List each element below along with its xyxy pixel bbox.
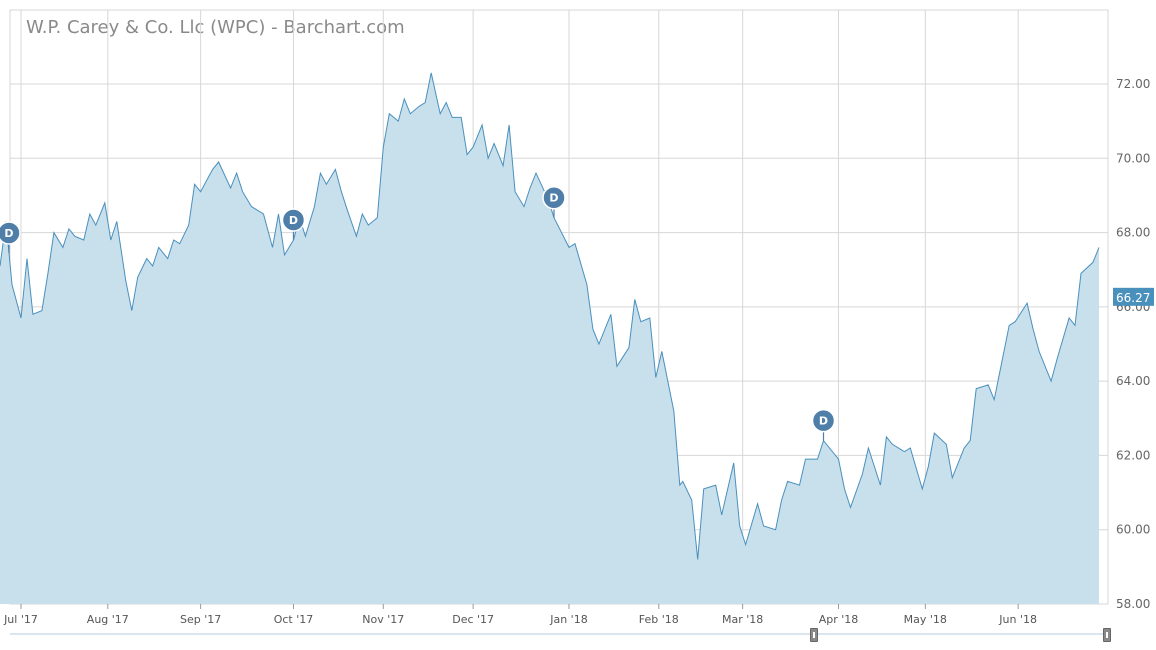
x-tick-label: Aug '17 [87, 613, 129, 626]
price-area-fill [0, 72, 1099, 604]
x-tick-label: Mar '18 [722, 613, 763, 626]
dividend-marker[interactable]: D [542, 185, 566, 218]
y-tick-label: 72.00 [1116, 77, 1150, 91]
dividend-marker-label: D [289, 214, 298, 227]
dividend-marker[interactable]: D [281, 208, 306, 240]
y-tick-label: 62.00 [1116, 448, 1150, 462]
dividend-marker-circle[interactable] [811, 408, 836, 433]
dividend-marker-label: D [4, 227, 13, 240]
dividend-marker-label: D [819, 415, 828, 428]
area-layer [0, 72, 1100, 604]
x-tick-label: May '18 [904, 613, 947, 626]
navigator-handle-right[interactable] [1103, 628, 1111, 642]
x-tick-label: Jun '18 [998, 613, 1037, 626]
y-tick-label: 64.00 [1116, 374, 1150, 388]
chart-title: W.P. Carey & Co. Llc (WPC) - Barchart.co… [26, 17, 405, 38]
x-tick-label: Apr '18 [819, 613, 859, 626]
dividend-markers[interactable]: D D D D [0, 185, 836, 441]
dividend-marker-circle[interactable] [281, 208, 306, 232]
y-tick-label: 68.00 [1116, 226, 1150, 240]
last-price-label: 66.27 [1113, 287, 1154, 306]
y-tick-label: 60.00 [1116, 523, 1150, 537]
x-tick-label: Nov '17 [362, 613, 404, 626]
navigator-handle-left[interactable] [810, 628, 818, 642]
price-line [0, 72, 1100, 560]
last-price-value: 66.27 [1116, 291, 1150, 305]
dividend-marker-circle[interactable] [542, 185, 566, 210]
x-tick-label: Feb '18 [639, 613, 679, 626]
x-tick-label: Sep '17 [180, 613, 221, 626]
dividend-marker-circle[interactable] [0, 221, 21, 245]
x-tick-label: Jul '17 [3, 613, 38, 626]
x-tick-label: Jan '18 [549, 613, 587, 626]
y-tick-label: 70.00 [1116, 151, 1150, 165]
dividend-marker[interactable]: D [811, 408, 836, 441]
last-price-background [1113, 287, 1154, 306]
y-tick-label: 58.00 [1116, 597, 1150, 611]
x-tick-label: Dec '17 [452, 613, 494, 626]
x-tick-label: Oct '17 [274, 613, 314, 626]
dividend-marker[interactable]: D [0, 221, 21, 253]
dividend-marker-label: D [549, 192, 558, 205]
x-axis-ticks: Jul '17 Aug '17 Sep '17 Oct '17 Nov '17 Dec '… [3, 604, 1037, 626]
